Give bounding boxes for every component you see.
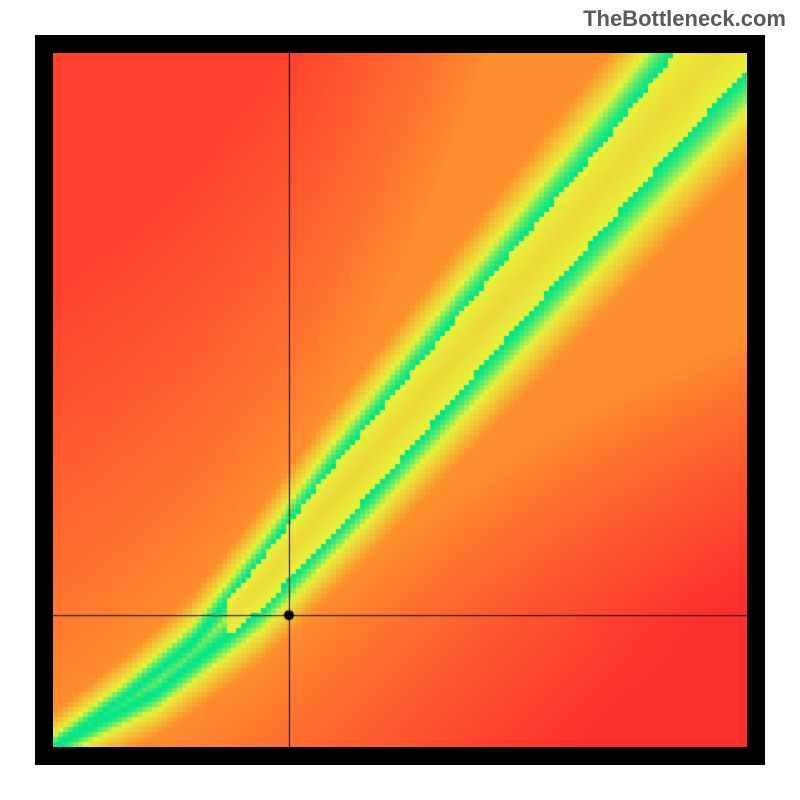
crosshair-overlay	[53, 53, 747, 747]
chart-frame	[35, 35, 765, 765]
watermark-text: TheBottleneck.com	[583, 6, 786, 32]
